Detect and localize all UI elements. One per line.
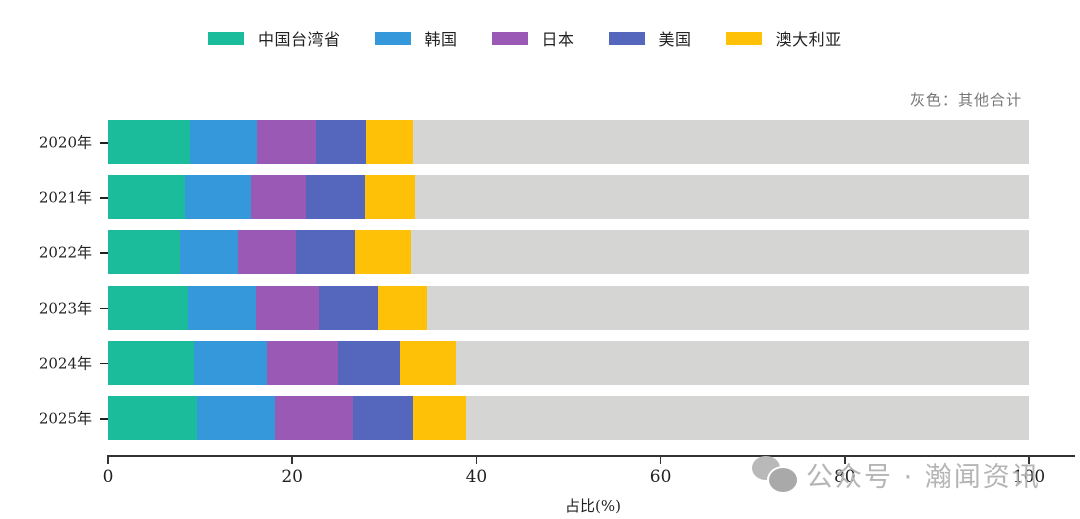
bar-segment (399, 340, 457, 385)
x-tick (659, 456, 662, 464)
wechat-icon (752, 454, 799, 494)
bar-segment (237, 230, 296, 275)
bar-row (108, 396, 1029, 440)
legend-label: 澳大利亚 (775, 30, 842, 49)
bar-segment (250, 175, 306, 220)
bar-segment (306, 175, 365, 220)
y-tick (100, 418, 108, 420)
y-tick (100, 307, 108, 310)
bar-row (108, 120, 1029, 164)
bar-segment (295, 230, 355, 275)
plot-area (108, 120, 1029, 440)
bar-segment (189, 120, 258, 164)
bar-segment (414, 175, 1029, 220)
legend-item: 中国台湾省 (208, 26, 341, 50)
x-tick (844, 456, 846, 464)
bar-segment (377, 285, 427, 330)
y-tick-label: 2025年 (38, 409, 92, 428)
y-tick-label: 2021年 (38, 188, 92, 207)
bar-segment (185, 175, 251, 220)
x-tick (107, 456, 109, 464)
bar-segment (257, 120, 317, 164)
bar-segment (188, 285, 257, 330)
legend-swatch (374, 31, 411, 45)
bar-segment (338, 340, 400, 385)
bar-segment (267, 340, 339, 385)
bar-row (108, 285, 1029, 330)
bar-segment (108, 396, 198, 440)
x-tick-label: 20 (281, 467, 304, 487)
bar-segment (364, 175, 415, 220)
x-tick (1028, 456, 1030, 464)
x-axis-label: 占比(%) (565, 497, 621, 515)
bar-segment (108, 120, 190, 164)
legend-label: 韩国 (424, 30, 458, 49)
x-tick-label: 60 (649, 467, 672, 487)
bar-segment (426, 285, 1029, 330)
legend-item: 澳大利亚 (725, 26, 842, 50)
bar-segment (256, 285, 319, 330)
bar-row (108, 230, 1029, 275)
legend-swatch (208, 31, 244, 45)
bar-segment (108, 340, 194, 385)
bar-segment (352, 396, 413, 440)
chart-legend: 中国台湾省 韩国 日本 美国 澳大利亚 (208, 26, 876, 50)
bar-segment (274, 396, 353, 440)
y-tick (100, 197, 108, 199)
bar-segment (412, 396, 467, 440)
legend-item: 日本 (491, 26, 575, 50)
legend-swatch (725, 31, 762, 45)
bar-segment (108, 175, 186, 220)
bar-segment (318, 285, 378, 330)
y-tick-label: 2024年 (38, 354, 92, 373)
bar-segment (412, 120, 1029, 164)
watermark-text: 公众号 · 瀚闻资讯 (806, 461, 1041, 493)
bar-row (108, 175, 1029, 220)
bar-segment (108, 285, 189, 330)
bar-segment (354, 230, 411, 275)
bar-row (108, 340, 1029, 385)
bar-segment (197, 396, 275, 440)
legend-item: 美国 (608, 26, 692, 50)
x-tick-label: 100 (1012, 467, 1046, 487)
x-tick (291, 456, 293, 464)
legend-label: 日本 (541, 30, 575, 49)
x-tick-label: 80 (833, 467, 856, 487)
y-tick-label: 2022年 (38, 243, 92, 262)
x-axis-line (107, 455, 1075, 457)
x-tick-label: 0 (102, 467, 114, 487)
bar-segment (179, 230, 238, 275)
legend-label: 中国台湾省 (258, 30, 341, 49)
y-tick (100, 142, 108, 144)
bar-segment (316, 120, 366, 164)
bar-segment (466, 396, 1029, 440)
legend-label: 美国 (658, 30, 692, 49)
bar-segment (410, 230, 1029, 275)
bar-segment (108, 230, 180, 275)
y-tick (100, 252, 108, 254)
bar-segment (193, 340, 268, 385)
watermark: 公众号 · 瀚闻资讯 (752, 454, 1041, 494)
y-tick-label: 2023年 (38, 299, 92, 318)
annotation-gray-others: 灰色：其他合计 (909, 91, 1022, 109)
legend-swatch (608, 31, 645, 45)
x-tick-label: 40 (465, 467, 488, 487)
y-tick-label: 2020年 (38, 133, 92, 152)
bar-segment (365, 120, 413, 164)
legend-item: 韩国 (374, 26, 458, 50)
x-tick (475, 456, 478, 464)
y-tick (100, 362, 108, 365)
legend-swatch (491, 31, 528, 45)
bar-segment (456, 340, 1029, 385)
